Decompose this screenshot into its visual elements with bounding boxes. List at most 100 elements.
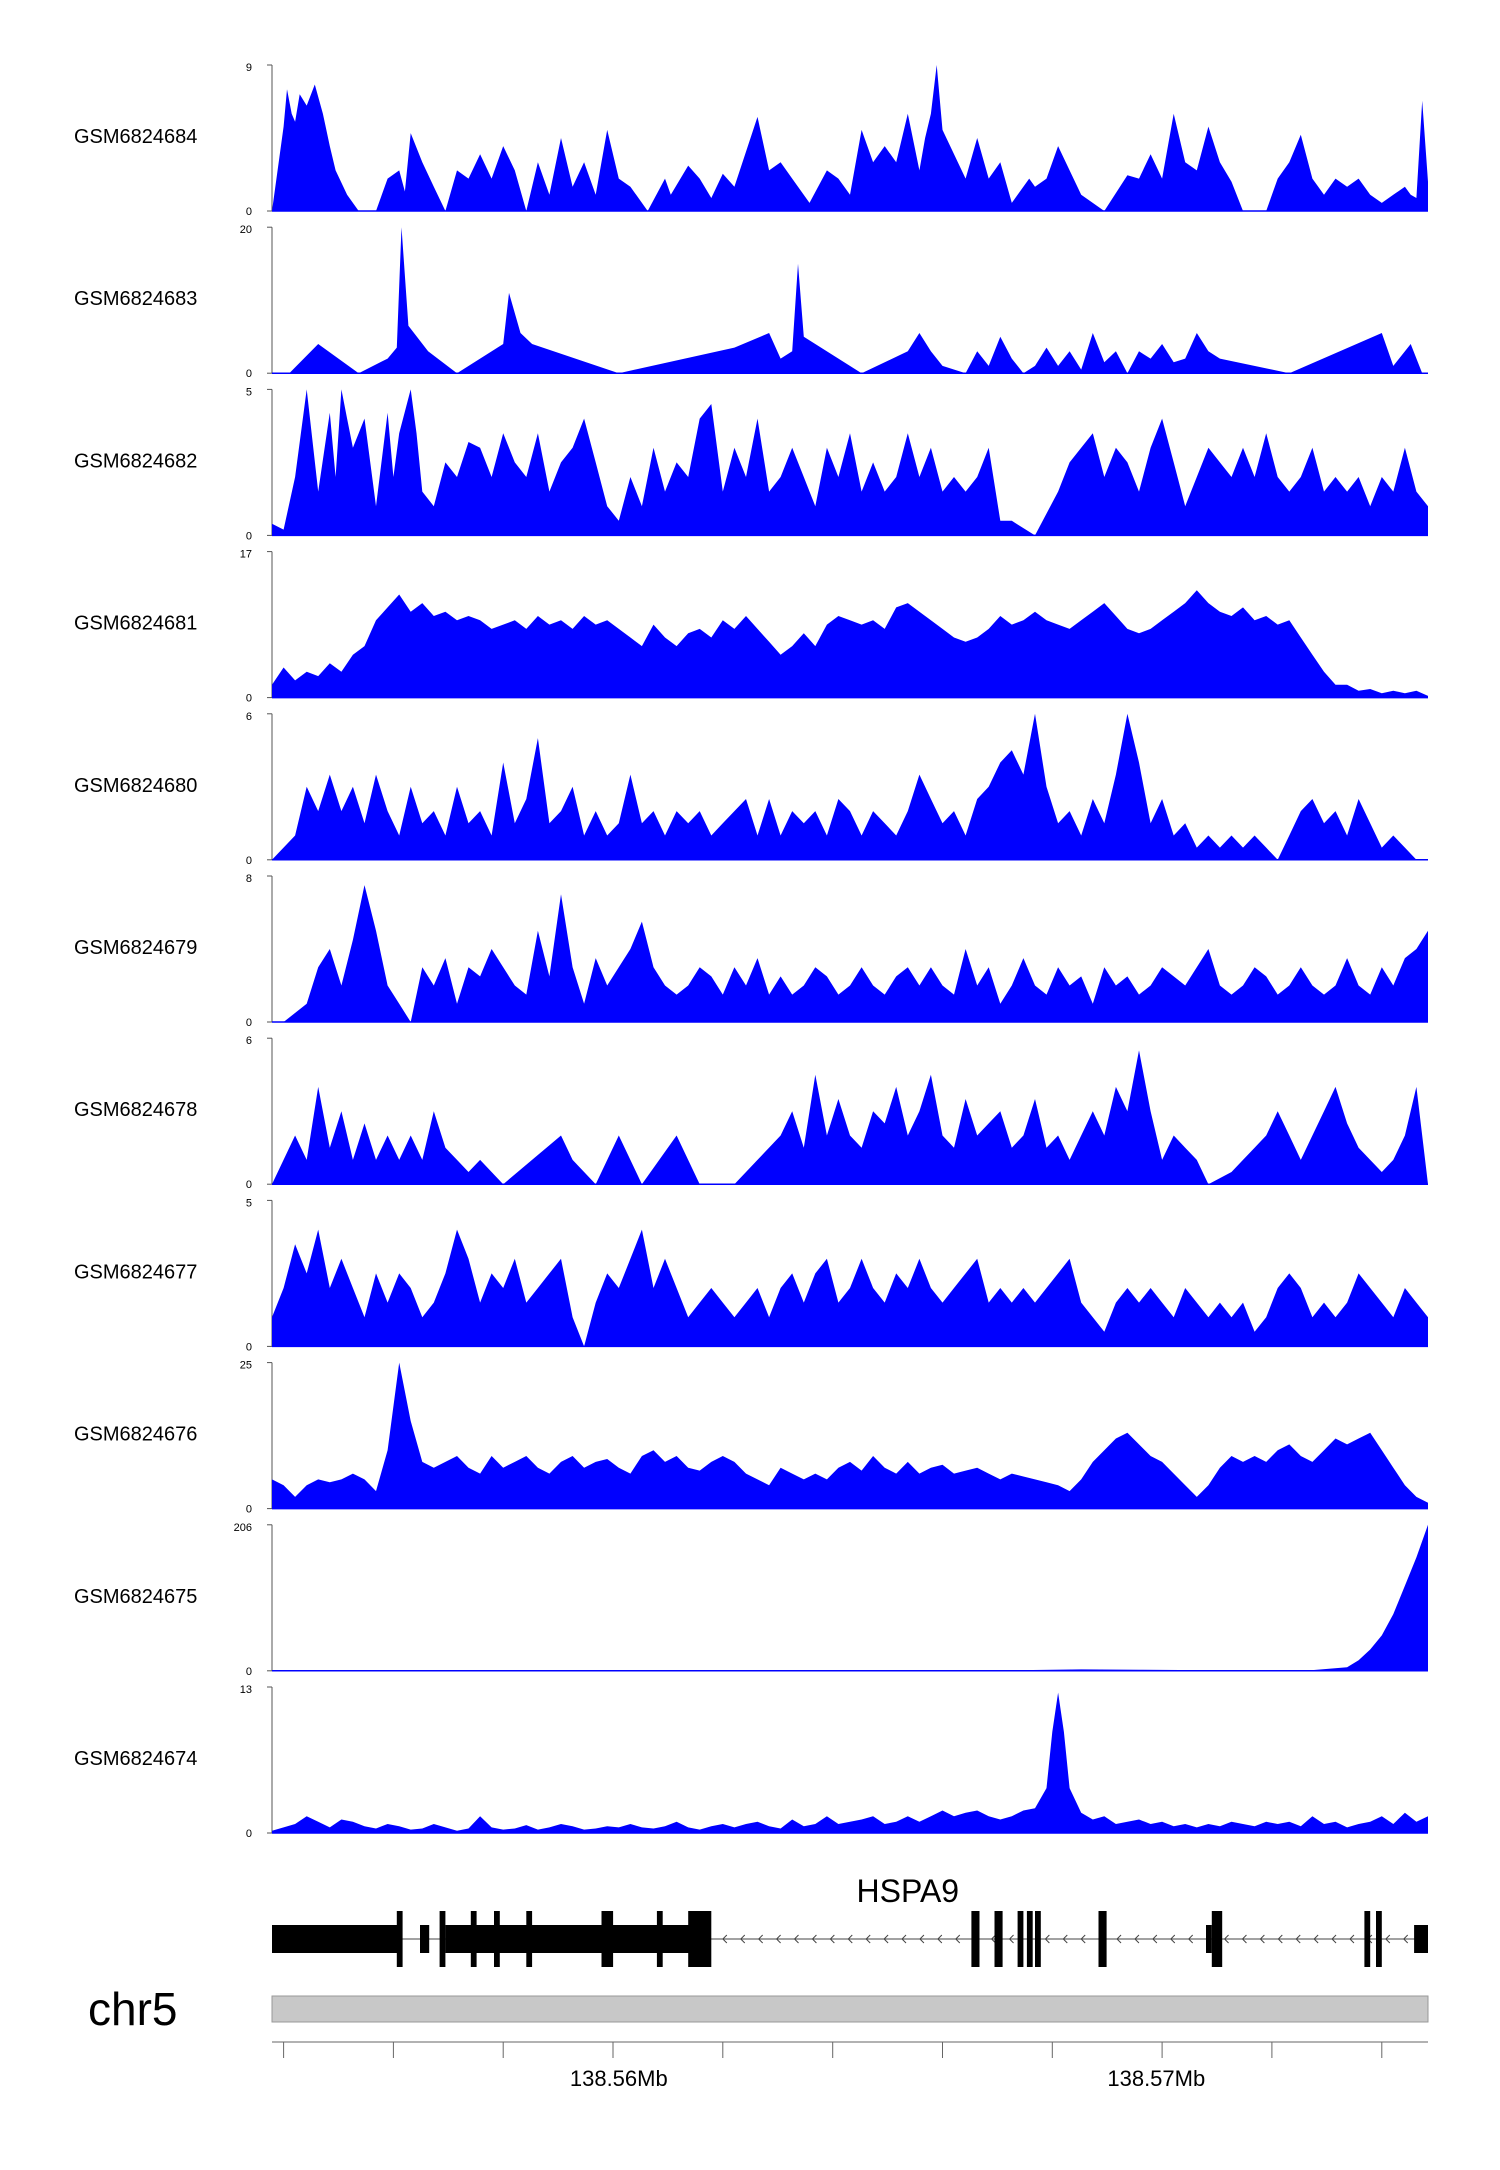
track-max-label: 6: [246, 1035, 252, 1047]
track-max-label: 8: [246, 873, 252, 885]
track-GSM6824681: GSM6824681 17 0: [74, 549, 1428, 705]
gene-exon: [1017, 1911, 1024, 1967]
track-min-label: 0: [246, 368, 252, 380]
gene-exon: [1026, 1911, 1033, 1967]
strand-arrow: [919, 1934, 925, 1944]
gene-exon: [1364, 1911, 1371, 1967]
track-GSM6824684: GSM6824684 9 0: [74, 62, 1428, 218]
strand-arrow: [775, 1934, 781, 1944]
track-max-label: 5: [246, 386, 252, 398]
gene-exon: [470, 1911, 477, 1967]
strand-arrow: [865, 1934, 871, 1944]
gene-track: HSPA9: [272, 1873, 1428, 1967]
gene-exon: [688, 1911, 712, 1967]
strand-arrow: [757, 1934, 764, 1944]
strand-arrow: [1403, 1934, 1409, 1944]
strand-arrow: [901, 1934, 907, 1944]
strand-arrow: [740, 1934, 746, 1944]
gene-exon: [272, 1925, 400, 1953]
gene-exon: [494, 1911, 500, 1967]
track-label: GSM6824674: [74, 1748, 197, 1770]
chromosome-label: chr5: [88, 1983, 177, 2035]
track-min-label: 0: [246, 855, 252, 867]
strand-arrow: [1062, 1934, 1068, 1944]
track-min-label: 0: [246, 206, 252, 218]
track-signal-area: [283, 885, 1429, 1022]
track-GSM6824676: GSM6824676 25 0: [74, 1360, 1428, 1516]
gene-exon: [994, 1911, 1003, 1967]
gene-exon: [420, 1925, 430, 1953]
track-label: GSM6824677: [74, 1261, 197, 1283]
gene-exon: [1376, 1911, 1382, 1967]
strand-arrow: [1385, 1934, 1391, 1944]
strand-arrow: [955, 1934, 961, 1944]
strand-arrow: [1259, 1934, 1265, 1944]
gene-exon: [439, 1911, 446, 1967]
track-max-label: 17: [240, 549, 252, 561]
track-signal-area: [272, 65, 1428, 211]
gene-exon: [1098, 1911, 1107, 1967]
gene-exon: [1206, 1925, 1212, 1953]
track-label: GSM6824680: [74, 775, 197, 797]
track-label: GSM6824682: [74, 450, 197, 472]
chromosome-band: [271, 1995, 1429, 2023]
strand-arrow: [829, 1934, 835, 1944]
track-min-label: 0: [246, 693, 252, 705]
track-GSM6824679: GSM6824679 8 0: [74, 873, 1429, 1029]
track-label: GSM6824684: [74, 126, 197, 148]
strand-arrow: [1331, 1934, 1337, 1944]
gene-exon: [601, 1911, 614, 1967]
track-max-label: 20: [240, 224, 252, 236]
track-max-label: 6: [246, 711, 252, 723]
axis-tick-label: 138.56Mb: [570, 2066, 668, 2091]
strand-arrow: [937, 1934, 943, 1944]
genomic-axis: 138.56Mb 138.57Mb: [272, 2041, 1428, 2091]
track-max-label: 9: [246, 62, 252, 74]
strand-arrow: [1223, 1934, 1229, 1944]
track-max-label: 25: [240, 1360, 252, 1372]
strand-arrow: [1349, 1934, 1355, 1944]
track-min-label: 0: [246, 1504, 252, 1516]
track-label: GSM6824679: [74, 937, 197, 959]
strand-arrow: [1295, 1934, 1301, 1944]
track-signal-area: [272, 1524, 1428, 1671]
gene-exon: [526, 1911, 533, 1967]
track-max-label: 5: [246, 1197, 252, 1209]
track-signal-area: [272, 1362, 1428, 1509]
track-min-label: 0: [246, 1828, 252, 1840]
strand-arrow: [1241, 1934, 1247, 1944]
strand-arrow: [1044, 1934, 1050, 1944]
track-label: GSM6824675: [74, 1586, 197, 1608]
track-signal-area: [272, 389, 1428, 536]
strand-arrow: [1008, 1934, 1014, 1944]
gene-exon: [1035, 1911, 1041, 1967]
gene-name-label: HSPA9: [857, 1873, 960, 1909]
track-signal-area: [272, 590, 1428, 698]
track-label: GSM6824676: [74, 1424, 197, 1446]
track-signal-area: [272, 1050, 1428, 1185]
track-GSM6824678: GSM6824678 6 0: [74, 1035, 1428, 1191]
track-min-label: 0: [246, 530, 252, 542]
strand-arrow: [1188, 1934, 1194, 1944]
track-GSM6824683: GSM6824683 20 0: [74, 224, 1428, 380]
strand-arrow: [793, 1934, 799, 1944]
strand-arrow: [1080, 1934, 1086, 1944]
track-label: GSM6824681: [74, 613, 197, 635]
track-signal-area: [272, 1229, 1428, 1347]
strand-arrow: [883, 1934, 889, 1944]
track-min-label: 0: [246, 1666, 252, 1678]
track-GSM6824682: GSM6824682 5 0: [74, 386, 1428, 542]
strand-arrow: [1116, 1934, 1122, 1944]
track-label: GSM6824683: [74, 288, 197, 310]
track-min-label: 0: [246, 1341, 252, 1353]
track-min-label: 0: [246, 1017, 252, 1029]
strand-arrow: [811, 1934, 817, 1944]
track-signal-area: [272, 713, 1428, 860]
track-max-label: 206: [234, 1522, 252, 1534]
signal-tracks: GSM682468490GSM6824683200GSM682468250GSM…: [74, 62, 1429, 1840]
strand-arrow: [1277, 1934, 1283, 1944]
strand-arrow: [1170, 1934, 1176, 1944]
strand-arrow: [1134, 1934, 1140, 1944]
chromosome-track: chr5: [88, 1983, 1429, 2035]
